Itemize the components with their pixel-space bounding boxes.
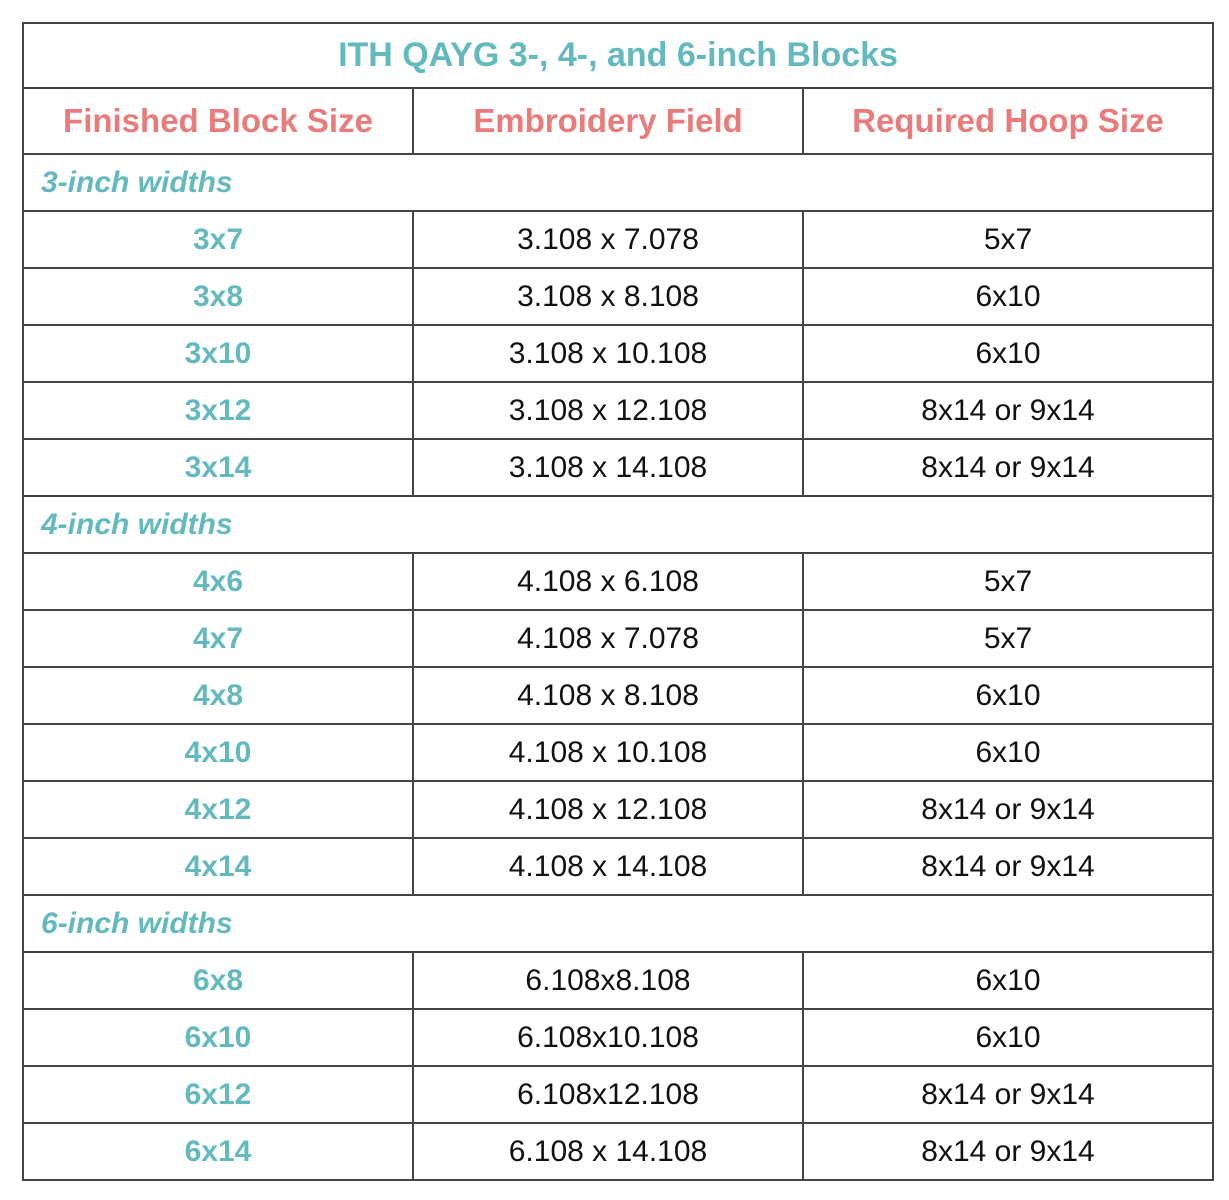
table-row: 3x12 3.108 x 12.108 8x14 or 9x14 (22, 381, 1215, 440)
required-hoop-size-cell: 6x10 (801, 324, 1215, 383)
table-row: 4x6 4.108 x 6.108 5x7 (22, 552, 1215, 611)
embroidery-field-cell: 4.108 x 12.108 (412, 780, 804, 839)
table-row: 6x10 6.108x10.108 6x10 (22, 1008, 1215, 1067)
required-hoop-size-cell: 8x14 or 9x14 (801, 1065, 1215, 1124)
required-hoop-size-cell: 8x14 or 9x14 (801, 1122, 1215, 1181)
finished-block-size-cell: 6x10 (22, 1008, 414, 1067)
section-label: 6-inch widths (21, 894, 1215, 953)
finished-block-size-cell: 4x10 (22, 723, 414, 782)
required-hoop-size-cell: 8x14 or 9x14 (801, 381, 1215, 440)
finished-block-size-cell: 3x8 (22, 267, 414, 326)
embroidery-field-cell: 6.108x8.108 (412, 951, 804, 1010)
table-row: 6x12 6.108x12.108 8x14 or 9x14 (22, 1065, 1215, 1124)
required-hoop-size-cell: 8x14 or 9x14 (801, 837, 1215, 896)
table-title: ITH QAYG 3-, 4-, and 6-inch Blocks (21, 22, 1215, 89)
required-hoop-size-cell: 6x10 (801, 666, 1215, 725)
table-row: 4x12 4.108 x 12.108 8x14 or 9x14 (22, 780, 1215, 839)
column-header-embroidery-field: Embroidery Field (412, 87, 804, 155)
table-row: 4x10 4.108 x 10.108 6x10 (22, 723, 1215, 782)
finished-block-size-cell: 6x14 (22, 1122, 414, 1181)
required-hoop-size-cell: 8x14 or 9x14 (801, 780, 1215, 839)
embroidery-field-cell: 6.108 x 14.108 (412, 1122, 804, 1181)
required-hoop-size-cell: 5x7 (801, 210, 1215, 269)
column-header-finished-block-size: Finished Block Size (22, 87, 414, 155)
finished-block-size-cell: 3x7 (22, 210, 414, 269)
finished-block-size-cell: 4x14 (22, 837, 414, 896)
finished-block-size-cell: 6x12 (22, 1065, 414, 1124)
embroidery-field-cell: 3.108 x 7.078 (412, 210, 804, 269)
section-label: 4-inch widths (21, 495, 1215, 554)
required-hoop-size-cell: 6x10 (801, 951, 1215, 1010)
required-hoop-size-cell: 5x7 (801, 552, 1215, 611)
table-row: 4x8 4.108 x 8.108 6x10 (22, 666, 1215, 725)
table-row: 3x8 3.108 x 8.108 6x10 (22, 267, 1215, 326)
embroidery-field-cell: 4.108 x 14.108 (412, 837, 804, 896)
required-hoop-size-cell: 8x14 or 9x14 (801, 438, 1215, 497)
finished-block-size-cell: 3x14 (22, 438, 414, 497)
table-row: 4x7 4.108 x 7.078 5x7 (22, 609, 1215, 668)
table-row: 3x10 3.108 x 10.108 6x10 (22, 324, 1215, 383)
title-row: ITH QAYG 3-, 4-, and 6-inch Blocks (21, 22, 1215, 89)
section-row: 3-inch widths (21, 153, 1215, 212)
embroidery-field-cell: 3.108 x 8.108 (412, 267, 804, 326)
required-hoop-size-cell: 6x10 (801, 1008, 1215, 1067)
finished-block-size-cell: 4x8 (22, 666, 414, 725)
embroidery-field-cell: 4.108 x 6.108 (412, 552, 804, 611)
embroidery-field-cell: 6.108x12.108 (412, 1065, 804, 1124)
embroidery-field-cell: 3.108 x 12.108 (412, 381, 804, 440)
required-hoop-size-cell: 6x10 (801, 723, 1215, 782)
table-row: 6x8 6.108x8.108 6x10 (22, 951, 1215, 1010)
embroidery-field-cell: 4.108 x 10.108 (412, 723, 804, 782)
section-row: 4-inch widths (21, 495, 1215, 554)
table-row: 3x7 3.108 x 7.078 5x7 (22, 210, 1215, 269)
finished-block-size-cell: 4x12 (22, 780, 414, 839)
column-header-required-hoop-size: Required Hoop Size (801, 87, 1215, 155)
required-hoop-size-cell: 5x7 (801, 609, 1215, 668)
table-row: 3x14 3.108 x 14.108 8x14 or 9x14 (22, 438, 1215, 497)
header-row: Finished Block Size Embroidery Field Req… (22, 87, 1215, 155)
finished-block-size-cell: 3x10 (22, 324, 414, 383)
required-hoop-size-cell: 6x10 (801, 267, 1215, 326)
finished-block-size-cell: 3x12 (22, 381, 414, 440)
finished-block-size-cell: 6x8 (22, 951, 414, 1010)
embroidery-field-cell: 3.108 x 10.108 (412, 324, 804, 383)
finished-block-size-cell: 4x6 (22, 552, 414, 611)
table-row: 4x14 4.108 x 14.108 8x14 or 9x14 (22, 837, 1215, 896)
finished-block-size-cell: 4x7 (22, 609, 414, 668)
embroidery-field-cell: 4.108 x 7.078 (412, 609, 804, 668)
table-row: 6x14 6.108 x 14.108 8x14 or 9x14 (22, 1122, 1215, 1181)
embroidery-field-cell: 4.108 x 8.108 (412, 666, 804, 725)
hoop-size-table: ITH QAYG 3-, 4-, and 6-inch Blocks Finis… (21, 22, 1215, 1181)
section-row: 6-inch widths (21, 894, 1215, 953)
embroidery-field-cell: 6.108x10.108 (412, 1008, 804, 1067)
section-label: 3-inch widths (21, 153, 1215, 212)
embroidery-field-cell: 3.108 x 14.108 (412, 438, 804, 497)
